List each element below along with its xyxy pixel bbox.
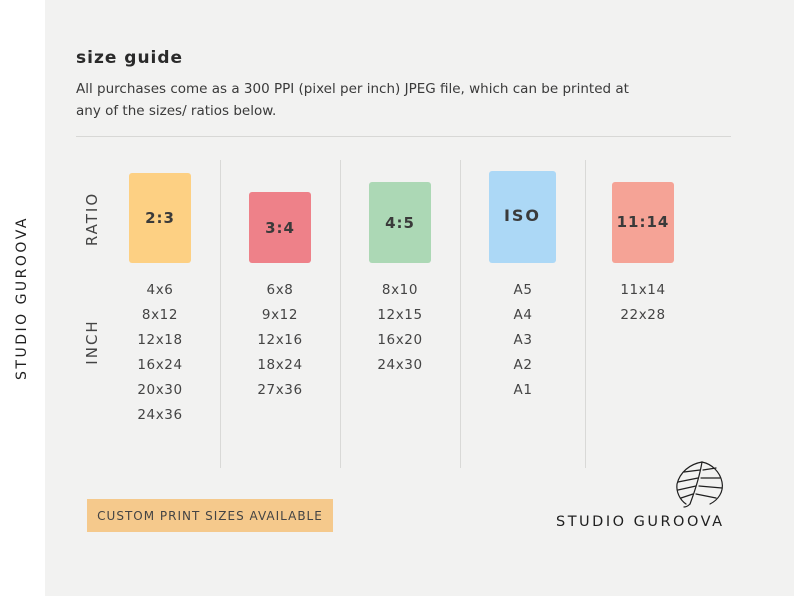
custom-sizes-banner: CUSTOM PRINT SIZES AVAILABLE (87, 499, 333, 532)
ratio-chip-2-3: 2:3 (129, 173, 191, 263)
side-panel: STUDIO GUROOVA (0, 0, 45, 596)
size-item: 24x36 (137, 407, 183, 423)
size-item: 12x18 (137, 332, 183, 348)
size-item: 18x24 (257, 357, 303, 373)
size-item: 22x28 (620, 307, 666, 323)
ratio-chip-iso-label: ISO (503, 206, 542, 225)
column-divider (220, 160, 221, 468)
size-item: 9x12 (261, 307, 299, 323)
ratio-chip-iso: ISO (489, 171, 556, 263)
monstera-leaf-icon (676, 461, 723, 508)
size-list-11-14: 11x14 22x28 (598, 278, 688, 328)
size-item: 6x8 (266, 282, 294, 298)
ratio-row-label: RATIO (83, 191, 101, 247)
size-item: 27x36 (257, 382, 303, 398)
size-item: 24x30 (377, 357, 423, 373)
size-item: 4x6 (146, 282, 174, 298)
side-brand-text: STUDIO GUROOVA (14, 216, 30, 380)
size-list-4-5: 8x10 12x15 16x20 24x30 (355, 278, 445, 378)
ratio-chip-4-5: 4:5 (369, 182, 431, 263)
ratio-chip-3-4: 3:4 (249, 192, 311, 263)
column-divider (585, 160, 586, 468)
divider (76, 136, 731, 137)
size-item: 20x30 (137, 382, 183, 398)
size-item: 8x10 (381, 282, 419, 298)
page-description: All purchases come as a 300 PPI (pixel p… (76, 81, 629, 119)
size-item: 12x16 (257, 332, 303, 348)
size-list-iso: A5 A4 A3 A2 A1 (478, 278, 568, 403)
ratio-chip-11-14-label: 11:14 (616, 213, 670, 231)
size-item: A5 (513, 282, 533, 298)
footer-brand: STUDIO GUROOVA (556, 514, 725, 530)
size-item: A1 (513, 382, 533, 398)
size-item: 12x15 (377, 307, 423, 323)
page-title: size guide (76, 48, 184, 68)
size-item: 16x24 (137, 357, 183, 373)
size-item: 8x12 (141, 307, 179, 323)
size-list-3-4: 6x8 9x12 12x16 18x24 27x36 (235, 278, 325, 403)
size-item: A3 (513, 332, 533, 348)
size-item: 11x14 (620, 282, 666, 298)
inch-row-label: INCH (83, 319, 101, 365)
ratio-chip-11-14: 11:14 (612, 182, 674, 263)
column-divider (340, 160, 341, 468)
size-item: A2 (513, 357, 533, 373)
column-divider (460, 160, 461, 468)
size-list-2-3: 4x6 8x12 12x18 16x24 20x30 24x36 (115, 278, 205, 428)
size-item: A4 (513, 307, 533, 323)
size-item: 16x20 (377, 332, 423, 348)
